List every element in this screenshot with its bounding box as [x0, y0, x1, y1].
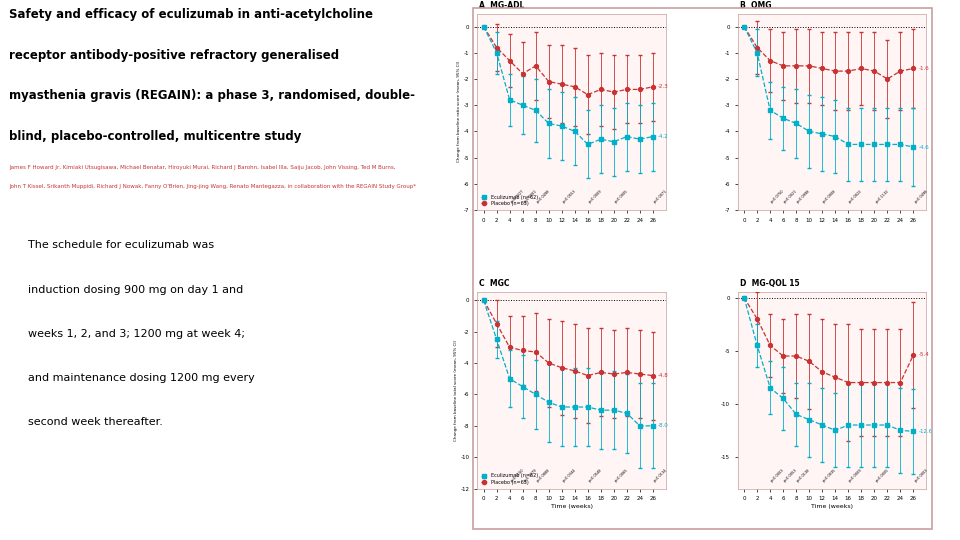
Text: p=0·0138: p=0·0138 — [796, 468, 811, 483]
Text: -12.6: -12.6 — [919, 429, 933, 434]
X-axis label: Time (weeks): Time (weeks) — [811, 504, 853, 509]
Text: receptor antibody-positive refractory generalised: receptor antibody-positive refractory ge… — [10, 49, 340, 62]
Text: p=0·0022: p=0·0022 — [849, 189, 863, 204]
Text: p=0·0003: p=0·0003 — [770, 468, 785, 483]
Text: -5.4: -5.4 — [919, 353, 929, 357]
Text: -4.8: -4.8 — [659, 373, 669, 378]
Text: induction dosing 900 mg on day 1 and: induction dosing 900 mg on day 1 and — [28, 285, 243, 295]
Text: p=0·0071: p=0·0071 — [653, 189, 668, 204]
Text: The schedule for eculizumab was: The schedule for eculizumab was — [28, 240, 214, 251]
Text: -8.0: -8.0 — [659, 423, 669, 428]
Text: p=0·0553: p=0·0553 — [562, 189, 577, 204]
Text: p=0·0053: p=0·0053 — [783, 468, 799, 483]
Text: p=0·0750: p=0·0750 — [770, 189, 785, 204]
Text: p=0·0009: p=0·0009 — [588, 189, 603, 204]
Text: p=0·0021: p=0·0021 — [783, 189, 799, 204]
Text: p=0·0134: p=0·0134 — [653, 468, 668, 483]
Legend: Eculizumab (n=62), Placebo (n=63): Eculizumab (n=62), Placebo (n=63) — [480, 472, 540, 486]
Text: p=0·0009: p=0·0009 — [849, 468, 863, 483]
Text: p=0·1132: p=0·1132 — [875, 189, 890, 204]
Text: John T Kissel, Srikanth Muppidi, Richard J Nowak, Fanny O'Brien, Jing-jing Wang,: John T Kissel, Srikanth Muppidi, Richard… — [10, 184, 417, 188]
Text: p=0·0035: p=0·0035 — [823, 468, 837, 483]
Text: p=0·0065: p=0·0065 — [613, 468, 629, 483]
Text: Safety and efficacy of eculizumab in anti-acetylcholine: Safety and efficacy of eculizumab in ant… — [10, 8, 373, 21]
Text: p=0·0888: p=0·0888 — [536, 468, 551, 483]
Text: p=0·0003: p=0·0003 — [913, 468, 928, 483]
Text: A  MG-ADL: A MG-ADL — [479, 1, 524, 10]
Text: p=0·0005: p=0·0005 — [875, 468, 890, 483]
Text: -1.6: -1.6 — [919, 66, 929, 71]
Text: p=0·1150: p=0·1150 — [510, 468, 525, 483]
Text: -4.6: -4.6 — [919, 145, 929, 150]
Legend: Eculizumab (n=62), Placebo (n=63): Eculizumab (n=62), Placebo (n=63) — [480, 193, 540, 207]
Text: blind, placebo-controlled, multicentre study: blind, placebo-controlled, multicentre s… — [10, 130, 301, 143]
X-axis label: Time (weeks): Time (weeks) — [550, 504, 592, 509]
Text: p=0·0008: p=0·0008 — [823, 189, 837, 204]
Text: and maintenance dosing 1200 mg every: and maintenance dosing 1200 mg every — [28, 373, 254, 383]
Text: -2.3: -2.3 — [659, 84, 669, 89]
Text: p=0·0344: p=0·0344 — [562, 468, 577, 483]
Y-axis label: Change from baseline ratio score (mean, 95% CI): Change from baseline ratio score (mean, … — [457, 61, 461, 163]
Text: p=0·0498: p=0·0498 — [913, 189, 928, 204]
Text: p=0·0498: p=0·0498 — [536, 189, 551, 204]
Text: p=0·0005: p=0·0005 — [613, 189, 629, 204]
Text: C  MGC: C MGC — [479, 279, 510, 288]
Text: B  QMG: B QMG — [739, 1, 771, 10]
Text: myasthenia gravis (REGAIN): a phase 3, randomised, double-: myasthenia gravis (REGAIN): a phase 3, r… — [10, 89, 416, 102]
Text: p=0·0001: p=0·0001 — [522, 189, 538, 204]
Text: p=0·0227: p=0·0227 — [510, 189, 525, 204]
Text: James F Howard Jr, Kimiaki Utsugisawa, Michael Benatar, Hiroyuki Murai, Richard : James F Howard Jr, Kimiaki Utsugisawa, M… — [10, 165, 396, 170]
Text: -4.2: -4.2 — [659, 134, 669, 139]
Text: p=0·2279: p=0·2279 — [522, 468, 538, 483]
Text: second week thereafter.: second week thereafter. — [28, 417, 163, 428]
Text: D  MG-QOL 15: D MG-QOL 15 — [739, 279, 799, 288]
Text: p=0·0998: p=0·0998 — [796, 189, 811, 204]
Y-axis label: Change from baseline total score (mean, 95% CI): Change from baseline total score (mean, … — [454, 340, 458, 441]
Text: weeks 1, 2, and 3; 1200 mg at week 4;: weeks 1, 2, and 3; 1200 mg at week 4; — [28, 329, 245, 339]
Text: p=0·0548: p=0·0548 — [588, 468, 603, 483]
